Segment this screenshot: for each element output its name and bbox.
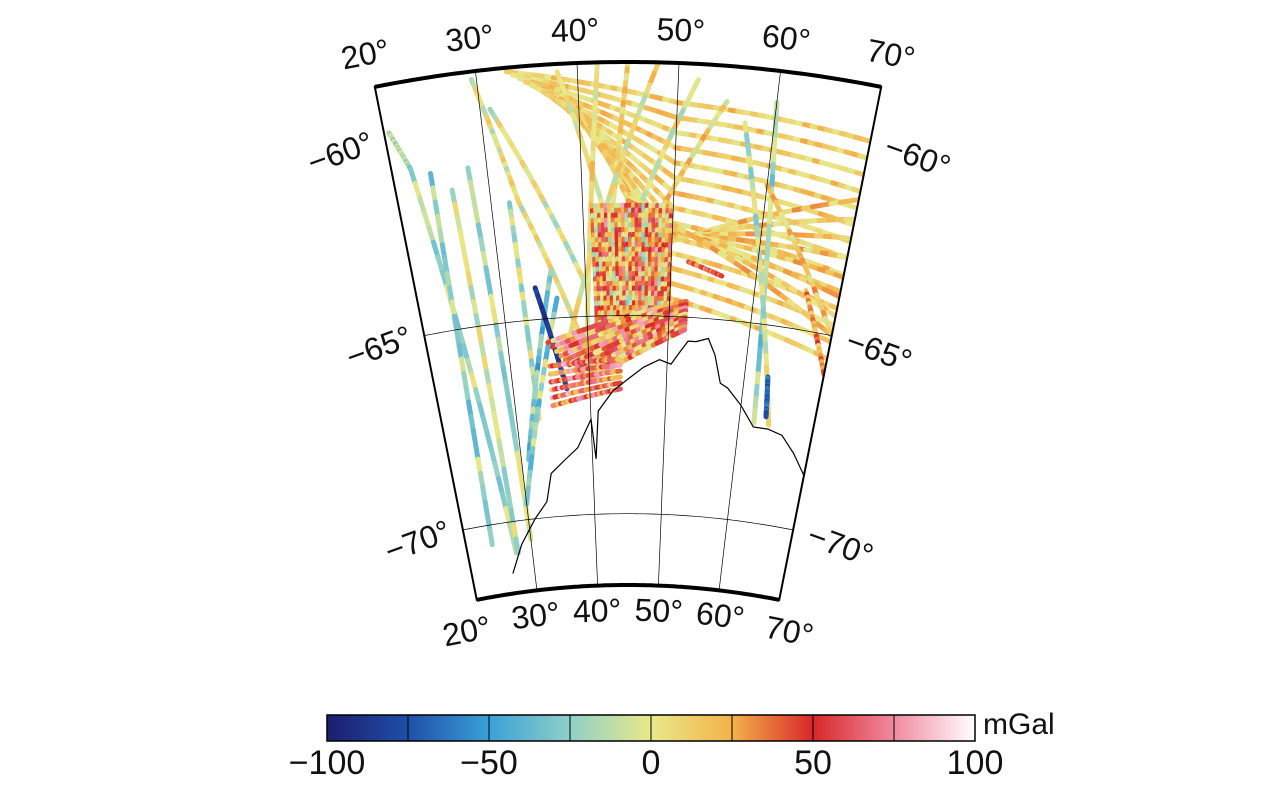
parallel-m65	[424, 315, 832, 336]
track-segment	[484, 431, 494, 452]
track-segment	[718, 272, 725, 279]
track-segment	[825, 308, 839, 319]
track-segment	[439, 269, 450, 289]
track-segment	[678, 311, 689, 319]
track-segment	[513, 536, 521, 556]
track-segment	[860, 136, 873, 144]
track-segment	[832, 272, 846, 280]
track-segment	[839, 235, 854, 241]
track-segment	[854, 170, 867, 178]
meridian-40	[576, 62, 598, 586]
parallel-m70	[462, 513, 794, 531]
meridian-60	[718, 70, 781, 591]
track-segment	[465, 357, 475, 378]
track-segment	[829, 290, 842, 300]
map-frame-top-arc	[374, 60, 882, 89]
top-lon-label-30: 30°	[444, 17, 496, 58]
track-segment	[488, 446, 498, 467]
track-segment	[822, 336, 834, 345]
bottom-lon-label-40: 40°	[572, 592, 622, 630]
track-segment	[678, 324, 688, 331]
track-segment	[477, 401, 487, 422]
graticule	[424, 62, 832, 591]
right-lat-label-2: −65°	[841, 322, 916, 379]
top-lon-label-40: 40°	[550, 11, 600, 49]
colorbar-unit: mGal	[983, 708, 1055, 741]
track-segment	[473, 387, 483, 407]
map-frame-bottom-arc	[476, 583, 780, 602]
colorbar-tick-label: 0	[641, 744, 661, 782]
track-segment	[469, 372, 479, 393]
right-lat-label-3: −70°	[803, 517, 878, 574]
track-segment	[407, 166, 418, 187]
track-segment	[844, 220, 857, 228]
ship-track-layer	[386, 62, 873, 556]
track-segment	[499, 490, 509, 511]
track-segment	[678, 320, 688, 328]
meridian-50	[658, 62, 680, 586]
top-lon-label-70: 70°	[864, 32, 918, 77]
left-lat-label-2: −65°	[341, 318, 416, 375]
track-segment	[828, 303, 840, 311]
bottom-lon-label-60: 60°	[694, 595, 746, 636]
track-segment	[751, 408, 758, 426]
track-segment	[421, 210, 432, 230]
top-lon-label-60: 60°	[760, 17, 812, 58]
top-lon-label-50: 50°	[656, 11, 706, 49]
colorbar-ticks	[326, 715, 976, 741]
track-segment	[831, 286, 843, 295]
bottom-lon-label-20: 20°	[439, 609, 493, 654]
colorbar-tick-label: −50	[460, 744, 518, 782]
track-segment	[678, 327, 688, 335]
bottom-lon-label-70: 70°	[762, 609, 816, 654]
right-lat-label-1: −60°	[880, 128, 955, 185]
track-segment	[461, 342, 471, 363]
bottom-lon-label-30: 30°	[509, 595, 561, 636]
track-segment	[426, 224, 436, 245]
antarctic-coastline	[512, 337, 805, 574]
track-segment	[836, 253, 850, 261]
track-segment	[487, 527, 495, 548]
left-lat-label-3: −70°	[380, 513, 455, 570]
colorbar-tick-label: 100	[946, 744, 1004, 782]
track-segment	[678, 298, 689, 306]
track-segment	[846, 197, 862, 204]
track-segment	[456, 328, 467, 348]
track-segment	[847, 203, 860, 211]
bottom-lon-label-50: 50°	[634, 592, 684, 630]
track-segment	[678, 305, 689, 312]
track-segment	[496, 476, 505, 496]
left-lat-label-1: −60°	[303, 124, 378, 181]
colorbar-tick-label: −100	[288, 744, 366, 782]
track-segment	[492, 461, 502, 482]
colorbar-tick-label: 50	[794, 744, 832, 782]
track-segment	[435, 254, 445, 275]
track-segment	[678, 301, 689, 309]
track-segment	[678, 308, 689, 315]
track-segment	[503, 505, 512, 526]
top-lon-label-20: 20°	[338, 32, 392, 77]
meridian-30	[475, 70, 538, 591]
track-segment	[615, 386, 623, 392]
track-segment	[678, 317, 688, 325]
track-segment	[417, 195, 427, 216]
track-segment	[526, 449, 532, 463]
track-segment	[430, 239, 441, 260]
track-segment	[506, 520, 516, 541]
track-segment	[481, 416, 490, 437]
track-segment	[857, 153, 870, 161]
track-segment	[851, 186, 863, 194]
track-segment	[412, 181, 423, 201]
